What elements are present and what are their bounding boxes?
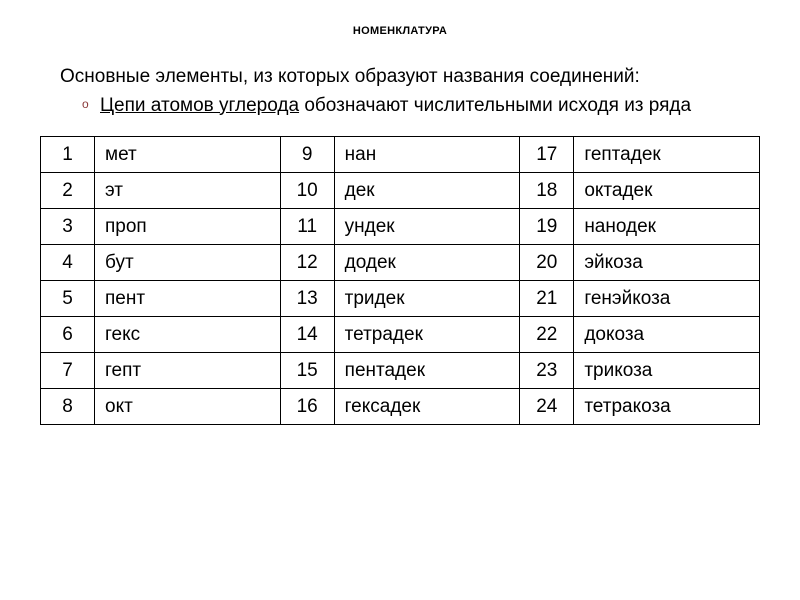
num-cell: 13 [280, 281, 334, 317]
name-cell: бут [95, 245, 281, 281]
num-cell: 8 [41, 389, 95, 425]
num-cell: 5 [41, 281, 95, 317]
table-row: 3проп11ундек19нанодек [41, 209, 760, 245]
name-cell: докоза [574, 317, 760, 353]
name-cell: мет [95, 137, 281, 173]
num-cell: 23 [520, 353, 574, 389]
table-row: 7гепт15пентадек23трикоза [41, 353, 760, 389]
name-cell: гепт [95, 353, 281, 389]
num-cell: 9 [280, 137, 334, 173]
num-cell: 18 [520, 173, 574, 209]
name-cell: трикоза [574, 353, 760, 389]
num-cell: 14 [280, 317, 334, 353]
num-cell: 20 [520, 245, 574, 281]
num-cell: 15 [280, 353, 334, 389]
name-cell: эйкоза [574, 245, 760, 281]
num-cell: 19 [520, 209, 574, 245]
nomenclature-table: 1мет9нан17гептадек2эт10дек18октадек3проп… [40, 136, 760, 425]
num-cell: 1 [41, 137, 95, 173]
page-title: НОМЕНКЛАТУРА [40, 25, 760, 37]
table-row: 5пент13тридек21генэйкоза [41, 281, 760, 317]
bullet-rest: обозначают числительными исходя из ряда [299, 95, 691, 116]
num-cell: 7 [41, 353, 95, 389]
name-cell: гексадек [334, 389, 520, 425]
name-cell: пентадек [334, 353, 520, 389]
name-cell: дек [334, 173, 520, 209]
table-row: 2эт10дек18октадек [41, 173, 760, 209]
num-cell: 2 [41, 173, 95, 209]
num-cell: 17 [520, 137, 574, 173]
name-cell: октадек [574, 173, 760, 209]
num-cell: 10 [280, 173, 334, 209]
name-cell: проп [95, 209, 281, 245]
num-cell: 3 [41, 209, 95, 245]
table-row: 6гекс14тетрадек22докоза [41, 317, 760, 353]
name-cell: нанодек [574, 209, 760, 245]
num-cell: 6 [41, 317, 95, 353]
name-cell: окт [95, 389, 281, 425]
name-cell: тетрадек [334, 317, 520, 353]
num-cell: 22 [520, 317, 574, 353]
name-cell: ундек [334, 209, 520, 245]
table-row: 8окт16гексадек24тетракоза [41, 389, 760, 425]
bullet-item: Цепи атомов углерода обозначают числител… [82, 94, 760, 119]
num-cell: 21 [520, 281, 574, 317]
name-cell: эт [95, 173, 281, 209]
name-cell: нан [334, 137, 520, 173]
num-cell: 11 [280, 209, 334, 245]
name-cell: додек [334, 245, 520, 281]
num-cell: 4 [41, 245, 95, 281]
num-cell: 12 [280, 245, 334, 281]
intro-text: Основные элементы, из которых образуют н… [60, 65, 760, 90]
name-cell: пент [95, 281, 281, 317]
num-cell: 16 [280, 389, 334, 425]
name-cell: гекс [95, 317, 281, 353]
table-row: 4бут12додек20эйкоза [41, 245, 760, 281]
name-cell: тридек [334, 281, 520, 317]
name-cell: тетракоза [574, 389, 760, 425]
name-cell: генэйкоза [574, 281, 760, 317]
num-cell: 24 [520, 389, 574, 425]
bullet-underlined: Цепи атомов углерода [100, 95, 299, 116]
table-row: 1мет9нан17гептадек [41, 137, 760, 173]
name-cell: гептадек [574, 137, 760, 173]
